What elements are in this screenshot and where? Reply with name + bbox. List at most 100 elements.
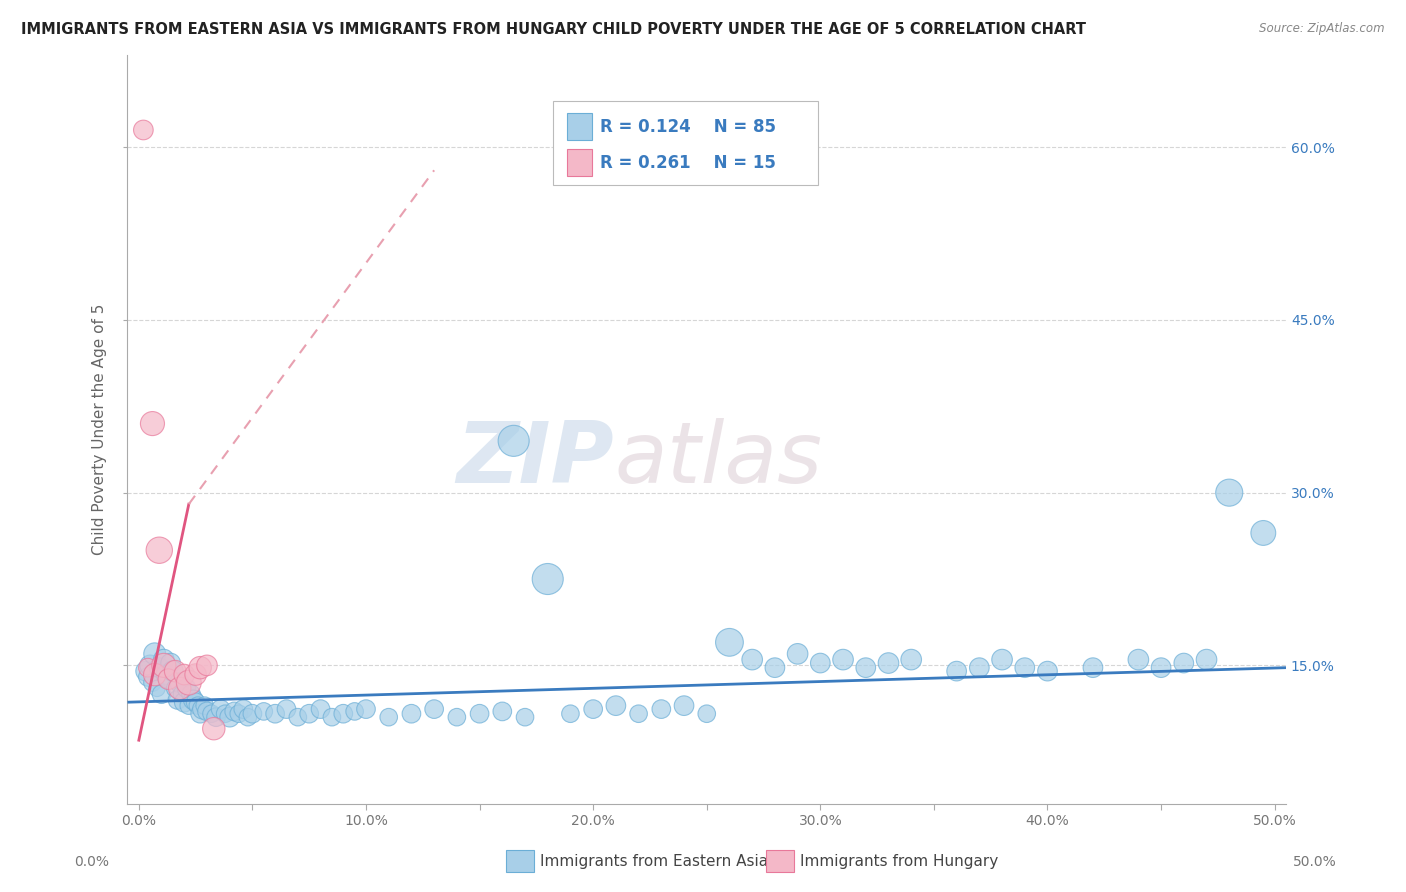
Point [877,656,900,670]
Point [242,706,264,721]
Point [354,702,377,716]
Point [146,681,169,696]
Text: R = 0.261    N = 15: R = 0.261 N = 15 [600,154,776,172]
Point [218,710,240,724]
Point [191,702,214,716]
Point [1195,652,1218,666]
Point [276,702,298,716]
Point [287,710,309,724]
Point [945,664,967,678]
Point [177,675,200,690]
Text: R = 0.124    N = 85: R = 0.124 N = 85 [600,118,776,136]
Point [194,698,217,713]
Y-axis label: Child Poverty Under the Age of 5: Child Poverty Under the Age of 5 [93,303,107,555]
Point [1128,652,1150,666]
Point [1253,525,1275,540]
Point [169,675,191,690]
Point [173,695,195,709]
Point [401,706,423,721]
Point [1150,661,1173,675]
Point [786,647,808,661]
Point [143,647,166,661]
Point [832,652,855,666]
Point [165,681,187,696]
Point [232,702,254,716]
Point [1081,661,1104,675]
Point [228,706,250,721]
Point [991,652,1014,666]
Point [159,656,181,670]
Point [139,658,162,673]
Text: Immigrants from Hungary: Immigrants from Hungary [800,855,998,869]
Point [582,702,605,716]
Point [188,661,211,675]
Point [136,670,159,684]
Point [157,672,180,686]
Point [855,661,877,675]
Point [650,702,672,716]
Point [502,434,524,448]
Point [1173,656,1195,670]
Point [1036,664,1059,678]
Point [1218,485,1240,500]
Point [298,706,321,721]
Point [155,667,177,681]
Point [141,675,163,690]
Point [236,710,259,724]
Point [214,706,236,721]
Point [343,705,366,719]
Point [132,123,155,137]
Point [187,698,209,713]
Point [141,417,163,431]
Point [148,543,170,558]
Point [560,706,582,721]
Point [673,698,696,713]
Text: IMMIGRANTS FROM EASTERN ASIA VS IMMIGRANTS FROM HUNGARY CHILD POVERTY UNDER THE : IMMIGRANTS FROM EASTERN ASIA VS IMMIGRAN… [21,22,1085,37]
Point [627,706,650,721]
Point [176,681,198,696]
Point [253,705,276,719]
Point [808,656,831,670]
Point [513,710,536,724]
Point [153,658,176,673]
Point [184,695,207,709]
Point [195,705,218,719]
Point [143,667,166,681]
Point [224,705,246,719]
Text: 0.0%: 0.0% [75,855,108,869]
Point [468,706,491,721]
Point [202,722,225,736]
Point [969,661,991,675]
Text: Source: ZipAtlas.com: Source: ZipAtlas.com [1260,22,1385,36]
Text: atlas: atlas [614,417,823,500]
Point [173,667,195,681]
Point [696,706,718,721]
Point [446,710,468,724]
Point [1014,661,1036,675]
Point [148,661,170,675]
Point [183,693,205,707]
Text: 50.0%: 50.0% [1292,855,1337,869]
Point [309,702,332,716]
Point [537,572,560,586]
Point [180,687,202,701]
Point [605,698,627,713]
Point [205,710,228,724]
Text: ZIP: ZIP [457,417,614,500]
Point [264,706,287,721]
Point [741,652,763,666]
Point [718,635,741,649]
Point [209,702,232,716]
Point [200,706,222,721]
Point [136,661,159,675]
Point [177,698,200,713]
Point [170,687,193,701]
Point [491,705,513,719]
Point [188,706,211,721]
Point [332,706,354,721]
Point [184,667,207,681]
Point [150,687,173,701]
Point [162,664,184,678]
Point [169,681,191,696]
Point [135,664,157,678]
